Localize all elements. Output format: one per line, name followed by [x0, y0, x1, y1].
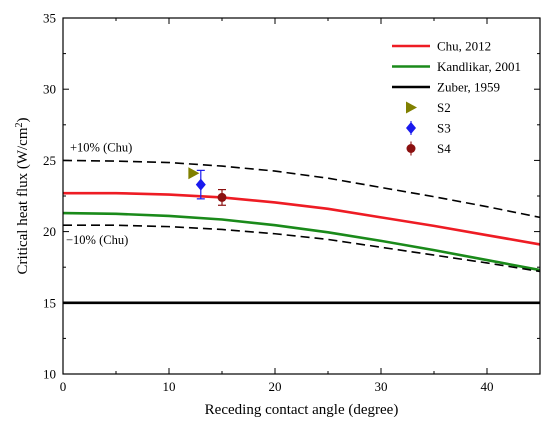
- legend-label-chu-2012: Chu, 2012: [437, 39, 491, 54]
- legend-item-s2: S2: [406, 100, 451, 115]
- bounds-layer: [62, 159, 541, 273]
- legend-item-s3: S3: [406, 121, 451, 136]
- series-line-kandlikar-2001: [62, 211, 541, 272]
- y-tick-label-10: 10: [43, 367, 56, 382]
- x-axis-label: Receding contact angle (degree): [205, 402, 399, 418]
- legend-marker-s4: [406, 144, 416, 153]
- x-tick-label-10: 10: [163, 379, 176, 394]
- x-tick-label-0: 0: [60, 379, 67, 394]
- y-tick-label-35: 35: [43, 11, 56, 26]
- y-tick-label-15: 15: [43, 295, 56, 310]
- legend-item-zuber-1959: Zuber, 1959: [392, 80, 500, 95]
- legend-label-s4: S4: [437, 141, 451, 156]
- legend-item-chu-2012: Chu, 2012: [392, 39, 491, 54]
- tick-labels: 0 10 20 30 40 10 15 20 25 30 35: [43, 11, 494, 395]
- bound-line-plus-10: [62, 159, 541, 219]
- legend-label-s2: S2: [437, 100, 451, 115]
- y-tick-label-20: 20: [43, 224, 56, 239]
- annotation-plus-10-chu: +10% (Chu): [70, 140, 132, 154]
- legend-item-kandlikar-2001: Kandlikar, 2001: [392, 59, 521, 74]
- x-tick-label-30: 30: [375, 379, 388, 394]
- y-axis-label: Critical heat flux (W/cm2): [14, 117, 32, 274]
- y-axis-label-tail: ): [15, 117, 31, 122]
- y-tick-label-25: 25: [43, 153, 56, 168]
- bound-annotations: +10% (Chu) −10% (Chu): [66, 140, 132, 247]
- data-point-s3: [195, 178, 206, 191]
- legend-marker-s3: [406, 122, 416, 134]
- legend-label-s3: S3: [437, 121, 451, 136]
- legend-marker-s2: [406, 101, 417, 114]
- plot-frame: [62, 17, 541, 375]
- series-line-chu-2012: [63, 191, 541, 246]
- y-tick-label-30: 30: [43, 82, 56, 97]
- x-tick-label-40: 40: [481, 379, 494, 394]
- x-tick-label-20: 20: [269, 379, 282, 394]
- series-layer: [62, 167, 541, 305]
- bound-line-minus-10: [63, 224, 541, 273]
- annotation-minus-10-chu: −10% (Chu): [66, 233, 128, 247]
- legend-item-s4: S4: [406, 141, 451, 156]
- legend-label-zuber-1959: Zuber, 1959: [437, 80, 500, 95]
- y-axis-label-main: Critical heat flux (W/cm: [15, 127, 31, 274]
- legend-label-kandlikar-2001: Kandlikar, 2001: [437, 59, 521, 74]
- data-point-s2: [188, 167, 200, 180]
- data-point-s4: [217, 192, 227, 202]
- legend: Chu, 2012 Kandlikar, 2001 Zuber, 1959 S2 S3 S…: [392, 39, 521, 156]
- y-axis-label-superscript: 2: [14, 122, 25, 127]
